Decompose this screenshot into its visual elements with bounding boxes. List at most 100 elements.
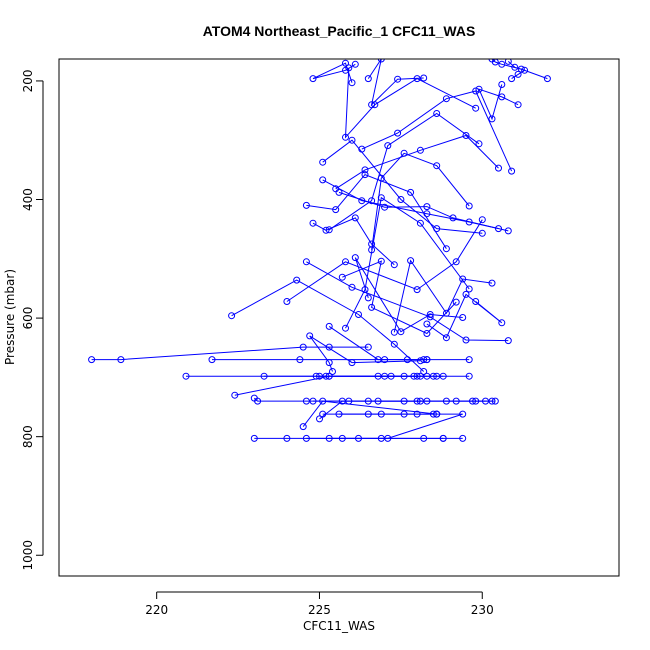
series-20 <box>302 258 512 345</box>
data-point <box>420 356 428 364</box>
series-3 <box>302 410 467 442</box>
data-point <box>472 104 480 112</box>
data-point <box>475 85 483 93</box>
y-tick-label: 200 <box>21 69 35 92</box>
data-point <box>283 434 291 442</box>
data-point <box>397 328 405 336</box>
series-line <box>286 219 483 302</box>
data-point <box>452 258 460 266</box>
data-point <box>117 356 125 364</box>
data-point <box>348 359 356 367</box>
data-point <box>452 298 460 306</box>
series-line <box>393 259 493 333</box>
y-tick-label: 400 <box>21 188 35 211</box>
series-16 <box>306 332 424 375</box>
data-point <box>397 196 405 203</box>
axes-layer: 220 225 230 200 400 600 800 1000 <box>21 69 494 617</box>
data-point <box>335 410 343 418</box>
data-point <box>361 171 369 179</box>
y-tick-label: 800 <box>21 425 35 448</box>
data-point <box>302 201 310 209</box>
data-point <box>348 79 356 87</box>
series-line <box>335 134 499 190</box>
series-13 <box>312 372 447 380</box>
data-point <box>472 298 480 305</box>
data-point <box>498 60 506 68</box>
data-point <box>394 129 402 137</box>
series-line <box>312 217 395 266</box>
data-point <box>508 167 516 175</box>
series-line <box>328 112 480 231</box>
data-point <box>390 261 398 269</box>
data-point <box>514 70 522 78</box>
data-point <box>296 356 304 364</box>
data-point <box>302 434 310 442</box>
series-line <box>328 325 470 361</box>
data-point <box>407 188 415 196</box>
data-point <box>423 203 431 211</box>
data-point <box>384 434 392 442</box>
series-line <box>354 257 463 333</box>
data-point <box>517 65 525 73</box>
data-point <box>442 95 450 103</box>
data-point <box>488 279 496 287</box>
series-19 <box>228 276 428 375</box>
data-point <box>384 142 392 150</box>
data-point <box>462 336 470 344</box>
data-point <box>416 357 424 365</box>
data-point <box>351 60 359 68</box>
data-point <box>465 356 473 364</box>
data-point <box>332 206 340 214</box>
data-point <box>364 294 372 302</box>
series-line <box>338 191 509 232</box>
series-line <box>231 279 425 372</box>
data-point <box>208 356 216 364</box>
data-point <box>338 273 346 281</box>
y-tick-label: 600 <box>21 307 35 330</box>
series-33 <box>332 132 502 193</box>
series-line <box>306 261 509 342</box>
y-tick-label: 1000 <box>21 540 35 571</box>
data-point <box>355 311 362 318</box>
x-axis-label: CFC11_WAS <box>303 619 375 633</box>
data-point <box>342 59 349 67</box>
data-point <box>368 101 376 109</box>
data-point <box>368 246 376 254</box>
data-point <box>413 397 421 405</box>
data-point <box>342 324 349 332</box>
data-point <box>472 87 480 95</box>
data-point <box>325 343 333 351</box>
series-line <box>371 152 470 250</box>
series-line <box>309 335 421 372</box>
series-21 <box>338 257 460 337</box>
data-point <box>420 368 428 375</box>
data-point <box>459 410 467 418</box>
data-point <box>439 434 447 442</box>
data-point <box>319 158 327 166</box>
data-point <box>312 372 320 380</box>
data-point <box>423 330 431 337</box>
data-point <box>390 328 398 336</box>
series-line <box>306 413 463 439</box>
data-point <box>309 75 317 83</box>
data-point <box>325 372 333 380</box>
data-point <box>459 434 467 442</box>
series-34 <box>358 87 516 175</box>
data-point <box>182 372 190 380</box>
series-24 <box>390 257 496 336</box>
y-axis-label: Pressure (mbar) <box>3 269 17 365</box>
data-point <box>433 162 441 170</box>
series-27 <box>302 171 450 253</box>
plot-frame <box>58 58 620 577</box>
data-point <box>514 101 522 109</box>
data-point <box>495 164 502 172</box>
data-point <box>407 257 415 265</box>
series-line <box>478 84 519 121</box>
data-point <box>88 356 96 364</box>
data-point <box>332 185 340 193</box>
chart-title: ATOM4 Northeast_Pacific_1 CFC11_WAS <box>203 23 476 39</box>
series-31 <box>368 149 473 254</box>
data-point <box>342 133 349 141</box>
data-point <box>420 74 428 82</box>
data-point <box>342 258 349 266</box>
